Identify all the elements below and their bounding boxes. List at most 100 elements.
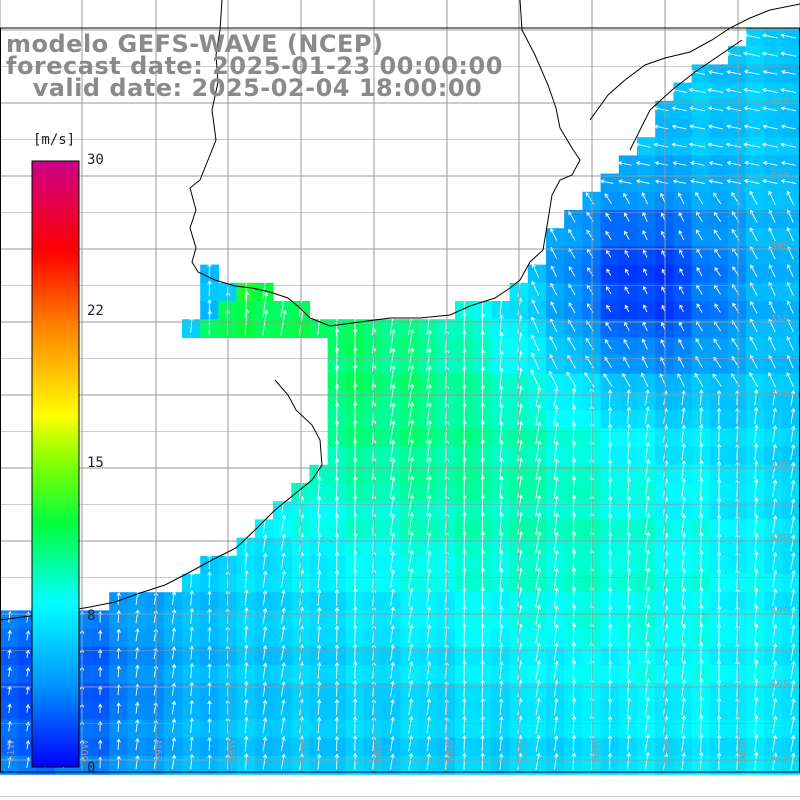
wind-arrow: [499, 660, 504, 680]
wind-arrow: [622, 372, 631, 387]
wind-arrow: [699, 532, 704, 553]
wind-arrow: [754, 587, 759, 607]
wind-arrow: [571, 494, 577, 517]
wind-arrow: [535, 567, 542, 590]
wind-arrow: [644, 423, 651, 443]
wind-arrow: [695, 338, 703, 350]
wind-arrow: [600, 179, 614, 184]
wind-arrow: [644, 586, 651, 607]
wind-arrow: [681, 496, 687, 516]
wind-arrow: [480, 586, 485, 607]
wind-arrow: [772, 605, 778, 625]
wind-arrow: [607, 423, 613, 443]
wind-arrow: [262, 626, 268, 643]
wind-arrow: [334, 476, 340, 499]
wind-arrow: [207, 645, 212, 660]
wind-arrow: [535, 475, 542, 499]
wind-arrow: [334, 716, 340, 734]
wind-arrow: [681, 605, 687, 625]
wind-arrow: [244, 661, 249, 679]
wind-arrow: [317, 589, 322, 606]
wind-arrow: [426, 568, 432, 589]
wind-arrow: [262, 699, 268, 715]
wind-cell: [782, 210, 800, 229]
wind-arrow: [768, 227, 776, 242]
wind-arrow: [426, 475, 432, 499]
wind-arrow: [353, 327, 358, 354]
wind-arrow: [644, 495, 651, 516]
wind-arrow: [772, 569, 778, 589]
wind-arrow: [790, 697, 796, 716]
wind-arrow: [535, 512, 542, 535]
wind-arrow: [572, 512, 577, 535]
wind-arrow: [462, 642, 467, 661]
wind-arrow: [426, 531, 432, 553]
wind-arrow: [480, 642, 485, 661]
wind-arrow: [244, 716, 249, 734]
longitude-label: 58W: [227, 739, 238, 762]
wind-arrow: [716, 389, 722, 406]
wind-arrow: [499, 568, 504, 589]
wind-arrow: [716, 715, 722, 734]
wind-arrow: [549, 353, 558, 369]
wind-arrow: [207, 608, 212, 624]
wind-arrow: [708, 124, 723, 130]
wind-arrow: [772, 715, 778, 734]
wind-arrow: [390, 753, 395, 770]
wind-arrow: [189, 681, 194, 697]
valid-date: valid date: 2025-02-04 18:00:00: [6, 74, 483, 102]
wind-arrow: [607, 715, 613, 734]
wind-arrow: [280, 607, 286, 625]
wind-arrow: [790, 752, 796, 770]
wind-arrow: [171, 590, 177, 606]
wind-arrow: [280, 533, 286, 552]
wind-arrow: [407, 364, 415, 390]
wind-arrow: [681, 460, 687, 480]
wind-arrow: [772, 551, 778, 570]
wind-arrow: [390, 551, 396, 571]
wind-arrow: [744, 160, 760, 166]
wind-arrow: [725, 87, 742, 94]
wind-arrow: [207, 700, 212, 715]
wind-arrow: [426, 348, 432, 372]
wind-arrow: [317, 551, 322, 570]
wind-arrow: [499, 367, 504, 389]
longitude-label: 52W: [664, 739, 675, 762]
longitude-label: 53W: [591, 739, 602, 762]
wind-arrow: [426, 624, 432, 643]
wind-arrow: [642, 285, 648, 295]
wind-arrow: [681, 587, 687, 607]
wind-arrow: [716, 460, 722, 479]
wind-arrow: [535, 494, 542, 517]
wind-arrow: [499, 587, 504, 607]
wind-arrow: [135, 628, 140, 642]
wind-arrow: [244, 698, 249, 715]
wind-arrow: [553, 587, 559, 607]
wind-arrow: [726, 69, 742, 75]
wind-arrow: [407, 347, 415, 372]
wind-arrow: [535, 715, 541, 734]
wind-arrow: [749, 190, 758, 205]
wind-arrow: [553, 567, 559, 589]
wind-arrow: [535, 734, 541, 752]
wind-arrow: [207, 663, 212, 679]
colorbar-gradient: [31, 160, 80, 768]
wind-arrow: [499, 643, 504, 661]
wind-cell: [782, 301, 800, 320]
wind-arrow: [390, 569, 396, 589]
wind-arrow: [531, 299, 540, 315]
wind-arrow: [390, 625, 395, 643]
wind-arrow: [480, 679, 485, 698]
wind-arrow: [334, 569, 340, 589]
wind-arrow: [754, 424, 759, 443]
wind-arrow: [553, 422, 559, 444]
wind-arrow: [317, 309, 322, 336]
wind-arrow: [772, 479, 778, 497]
wind-arrow: [762, 124, 778, 130]
wind-arrow: [768, 354, 776, 369]
wind-arrow: [707, 87, 724, 94]
wind-arrow: [604, 193, 612, 204]
wind-arrow: [189, 316, 195, 333]
wind-arrow: [280, 644, 286, 661]
